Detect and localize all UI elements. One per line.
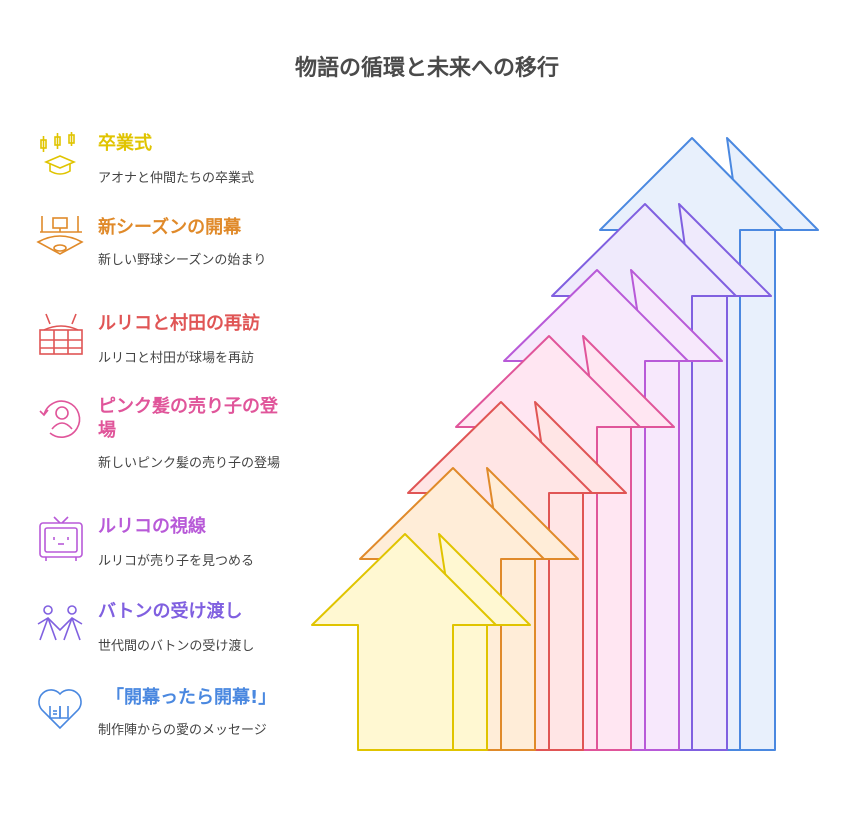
item-description: 世代間のバトンの受け渡し (98, 639, 255, 654)
item-heading: バトンの受け渡し (98, 601, 243, 622)
item-heading: ルリコと村田の再訪 (98, 313, 260, 334)
item-description: 新しいピンク髪の売り子の登場 (98, 456, 281, 471)
baseball-field-icon (36, 216, 84, 255)
item-heading: 「開幕ったら開幕!」 (106, 687, 277, 708)
item-heading: ルリコの視線 (98, 516, 206, 537)
people-handoff-icon (37, 605, 83, 641)
item-description: ルリコと村田が球場を再訪 (98, 351, 255, 366)
item-heading: 新シーズンの開幕 (98, 217, 242, 238)
graduation-cap-icon (40, 132, 77, 175)
item-heading: ピンク髪の売り子の登場 (98, 396, 278, 441)
arrow-step-1 (311, 533, 531, 751)
person-cycle-icon (39, 400, 81, 438)
stadium-icon (39, 313, 83, 355)
page-title: 物語の循環と未来への移行 (294, 56, 559, 81)
item-description: 制作陣からの愛のメッセージ (98, 723, 267, 738)
tv-face-icon (39, 516, 83, 561)
item-description: ルリコが売り子を見つめる (98, 554, 255, 569)
heart-book-icon (38, 689, 82, 730)
item-description: 新しい野球シーズンの始まり (98, 253, 267, 268)
item-heading: 卒業式 (98, 133, 152, 154)
item-description: アオナと仲間たちの卒業式 (98, 171, 255, 186)
